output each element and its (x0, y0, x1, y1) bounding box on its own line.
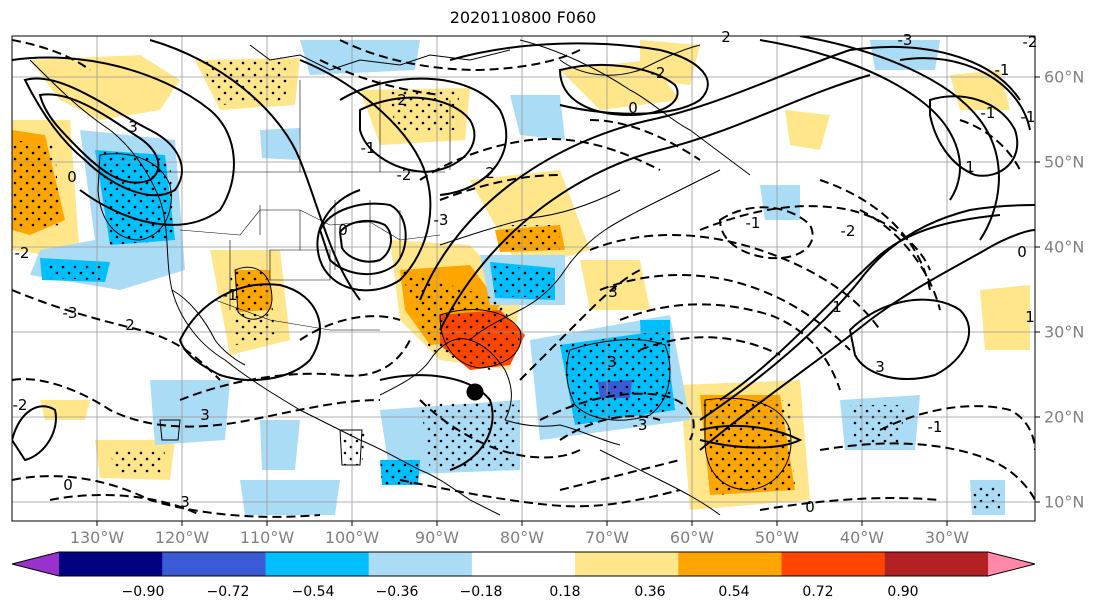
contour-label: 3 (607, 353, 617, 371)
contour-label: -2 (15, 244, 30, 262)
contour-label: 1 (965, 158, 975, 176)
contour-label: 0 (628, 99, 638, 117)
lat-label-40n: 40°N (1044, 237, 1085, 257)
contour-label: -3 (434, 211, 449, 229)
colorbar-extend-high (988, 552, 1035, 576)
colorbar-tick-label: −0.90 (121, 584, 165, 600)
contour-label: -1 (1021, 108, 1036, 126)
contour-label: -1 (223, 286, 238, 304)
lon-label-50w: 50°W (754, 528, 800, 547)
colorbar-tick-label: −0.72 (206, 584, 250, 600)
map-title: 2020110800 F060 (449, 8, 597, 27)
contour-label: 2 (397, 91, 407, 109)
colorbar-segment (368, 552, 473, 576)
lon-label-40w: 40°W (839, 528, 885, 547)
colorbar-segment (781, 552, 886, 576)
shade-outlines (97, 153, 792, 491)
contour-label: -3 (633, 416, 648, 434)
contour-label: -1 (928, 418, 943, 436)
colorbar-segment (884, 552, 989, 576)
contour-label: 3 (128, 118, 138, 136)
contour-label: -1 (746, 214, 761, 232)
colorbar-outline (11, 551, 1036, 577)
contour-label: 0 (338, 221, 348, 239)
colorbar-segment (265, 552, 370, 576)
lon-label-60w: 60°W (669, 528, 715, 547)
contour-label: 2 (485, 164, 495, 182)
colorbar-tick-label: −0.54 (291, 584, 335, 600)
colorbar-tick-label: 0.54 (718, 584, 750, 600)
contour-label: -1 (361, 139, 376, 157)
lon-label-90w: 90°W (414, 528, 460, 547)
contour-label: 3 (200, 406, 210, 424)
contour-label: 0 (1017, 243, 1027, 261)
lon-label-120w: 120°W (154, 528, 210, 547)
colorbar-extend-low (12, 552, 59, 576)
stipple-overlay (12, 60, 1000, 510)
contour-label: -2 (841, 222, 856, 240)
tick-marks (96, 76, 1040, 526)
colorbar-tick-label: 0.18 (549, 584, 581, 600)
lon-label-110w: 110°W (239, 528, 295, 547)
colorbar (11, 551, 1036, 577)
lat-label-10n: 10°N (1044, 492, 1085, 512)
colorbar-tick-label: −0.36 (375, 584, 419, 600)
colorbar-segment (59, 552, 163, 576)
colorbar-tick-label: 0.36 (634, 584, 666, 600)
lon-label-80w: 80°W (499, 528, 545, 547)
positive-contours (12, 36, 1035, 471)
lat-label-50n: 50°N (1044, 152, 1085, 172)
lon-label-70w: 70°W (584, 528, 630, 547)
lat-label-20n: 20°N (1044, 407, 1085, 427)
lat-label-30n: 30°N (1044, 322, 1085, 342)
colorbar-segment (471, 552, 576, 576)
colorbar-segment (575, 552, 679, 576)
contour-label: -2 (397, 166, 412, 184)
contour-label: 3 (875, 358, 885, 376)
colorbar-tick-label: 0.90 (887, 584, 919, 600)
colorbar-segment (162, 552, 266, 576)
lon-label-130w: 130°W (69, 528, 125, 547)
contour-label: -3 (63, 304, 78, 322)
lat-label-60n: 60°N (1044, 67, 1085, 87)
colorbar-tick-label: −0.18 (459, 584, 503, 600)
contour-label: 0 (805, 498, 815, 516)
contour-label: 1 (832, 298, 842, 316)
contour-label: -1 (981, 104, 996, 122)
contour-label: 3 (180, 493, 190, 511)
contour-label: -2 (1023, 33, 1038, 51)
negative-contours (12, 39, 1035, 518)
event-marker (466, 383, 484, 401)
contour-label: 0 (67, 168, 77, 186)
contour-label: 2 (125, 316, 135, 334)
contour-label: -3 (898, 31, 913, 49)
lon-label-100w: 100°W (324, 528, 380, 547)
contour-label: 1 (1025, 308, 1035, 326)
contour-label: -2 (13, 396, 28, 414)
colorbar-tick-label: 0.72 (802, 584, 834, 600)
lon-label-30w: 30°W (924, 528, 970, 547)
contour-label: -2 (651, 64, 666, 82)
colorbar-segment (678, 552, 783, 576)
contour-label: 0 (63, 476, 73, 494)
contour-label: -1 (995, 61, 1010, 79)
contour-label: 3 (608, 283, 618, 301)
map-frame (11, 35, 1036, 522)
contour-label: 2 (721, 28, 731, 46)
